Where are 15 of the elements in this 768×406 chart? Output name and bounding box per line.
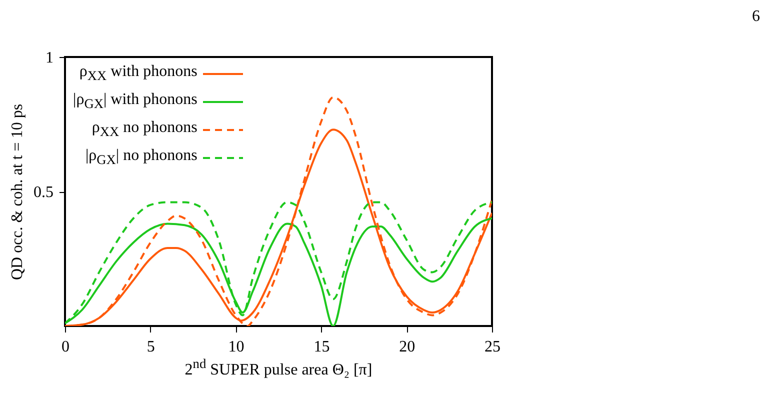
text: 6 bbox=[752, 8, 760, 26]
legend-label: |ρ$_{GX}$| no phonons bbox=[85, 147, 198, 169]
y-axis-title: QD occ. & coh. at t = 10 ps bbox=[9, 103, 27, 280]
x-tick-label: 0 bbox=[62, 338, 70, 356]
x-tick-label: 25 bbox=[484, 338, 500, 356]
x-tick-label: 20 bbox=[399, 338, 416, 356]
x-axis-title: 2$^{nd}$ SUPER pulse area Θ₂ [π] bbox=[184, 356, 372, 380]
y-tick-label: 0.5 bbox=[34, 184, 54, 201]
x-tick-label: 15 bbox=[314, 338, 330, 356]
x-tick-label: 10 bbox=[228, 338, 244, 356]
legend-label: |ρ$_{GX}$| with phonons bbox=[73, 91, 198, 113]
legend-label: ρ$_{XX}$ no phonons bbox=[92, 119, 198, 141]
y-tick-label: 1 bbox=[46, 50, 54, 66]
x-tick-label: 5 bbox=[146, 338, 155, 356]
legend-label: ρ$_{XX}$ with phonons bbox=[79, 63, 198, 85]
